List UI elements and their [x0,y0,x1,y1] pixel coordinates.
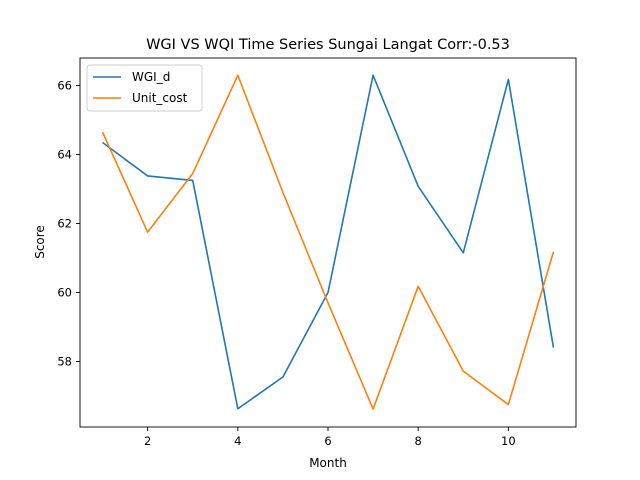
x-tick-label: 6 [324,434,331,448]
y-tick-label: 62 [57,217,72,231]
x-tick-label: 8 [415,434,422,448]
y-tick-label: 58 [57,354,72,368]
legend: WGI_d Unit_cost [86,64,203,112]
y-axis-label: Score [33,225,47,259]
series-line-0 [102,74,555,410]
chart-title: WGI VS WQI Time Series Sungai Langat Cor… [146,37,510,53]
x-tick-label: 4 [234,434,241,448]
y-tick-label: 66 [57,79,72,93]
series-line-1 [101,74,555,410]
legend-label-0: WGI_d [132,70,170,84]
x-axis: 2 4 6 8 10 [144,427,516,448]
y-tick-label: 60 [57,286,72,300]
x-axis-label: Month [309,456,347,470]
x-tick-label: 10 [501,434,516,448]
legend-label-1: Unit_cost [132,91,188,105]
y-axis: 58 60 62 64 66 [57,79,80,368]
y-tick-label: 64 [57,148,72,162]
x-tick-label: 2 [144,434,151,448]
